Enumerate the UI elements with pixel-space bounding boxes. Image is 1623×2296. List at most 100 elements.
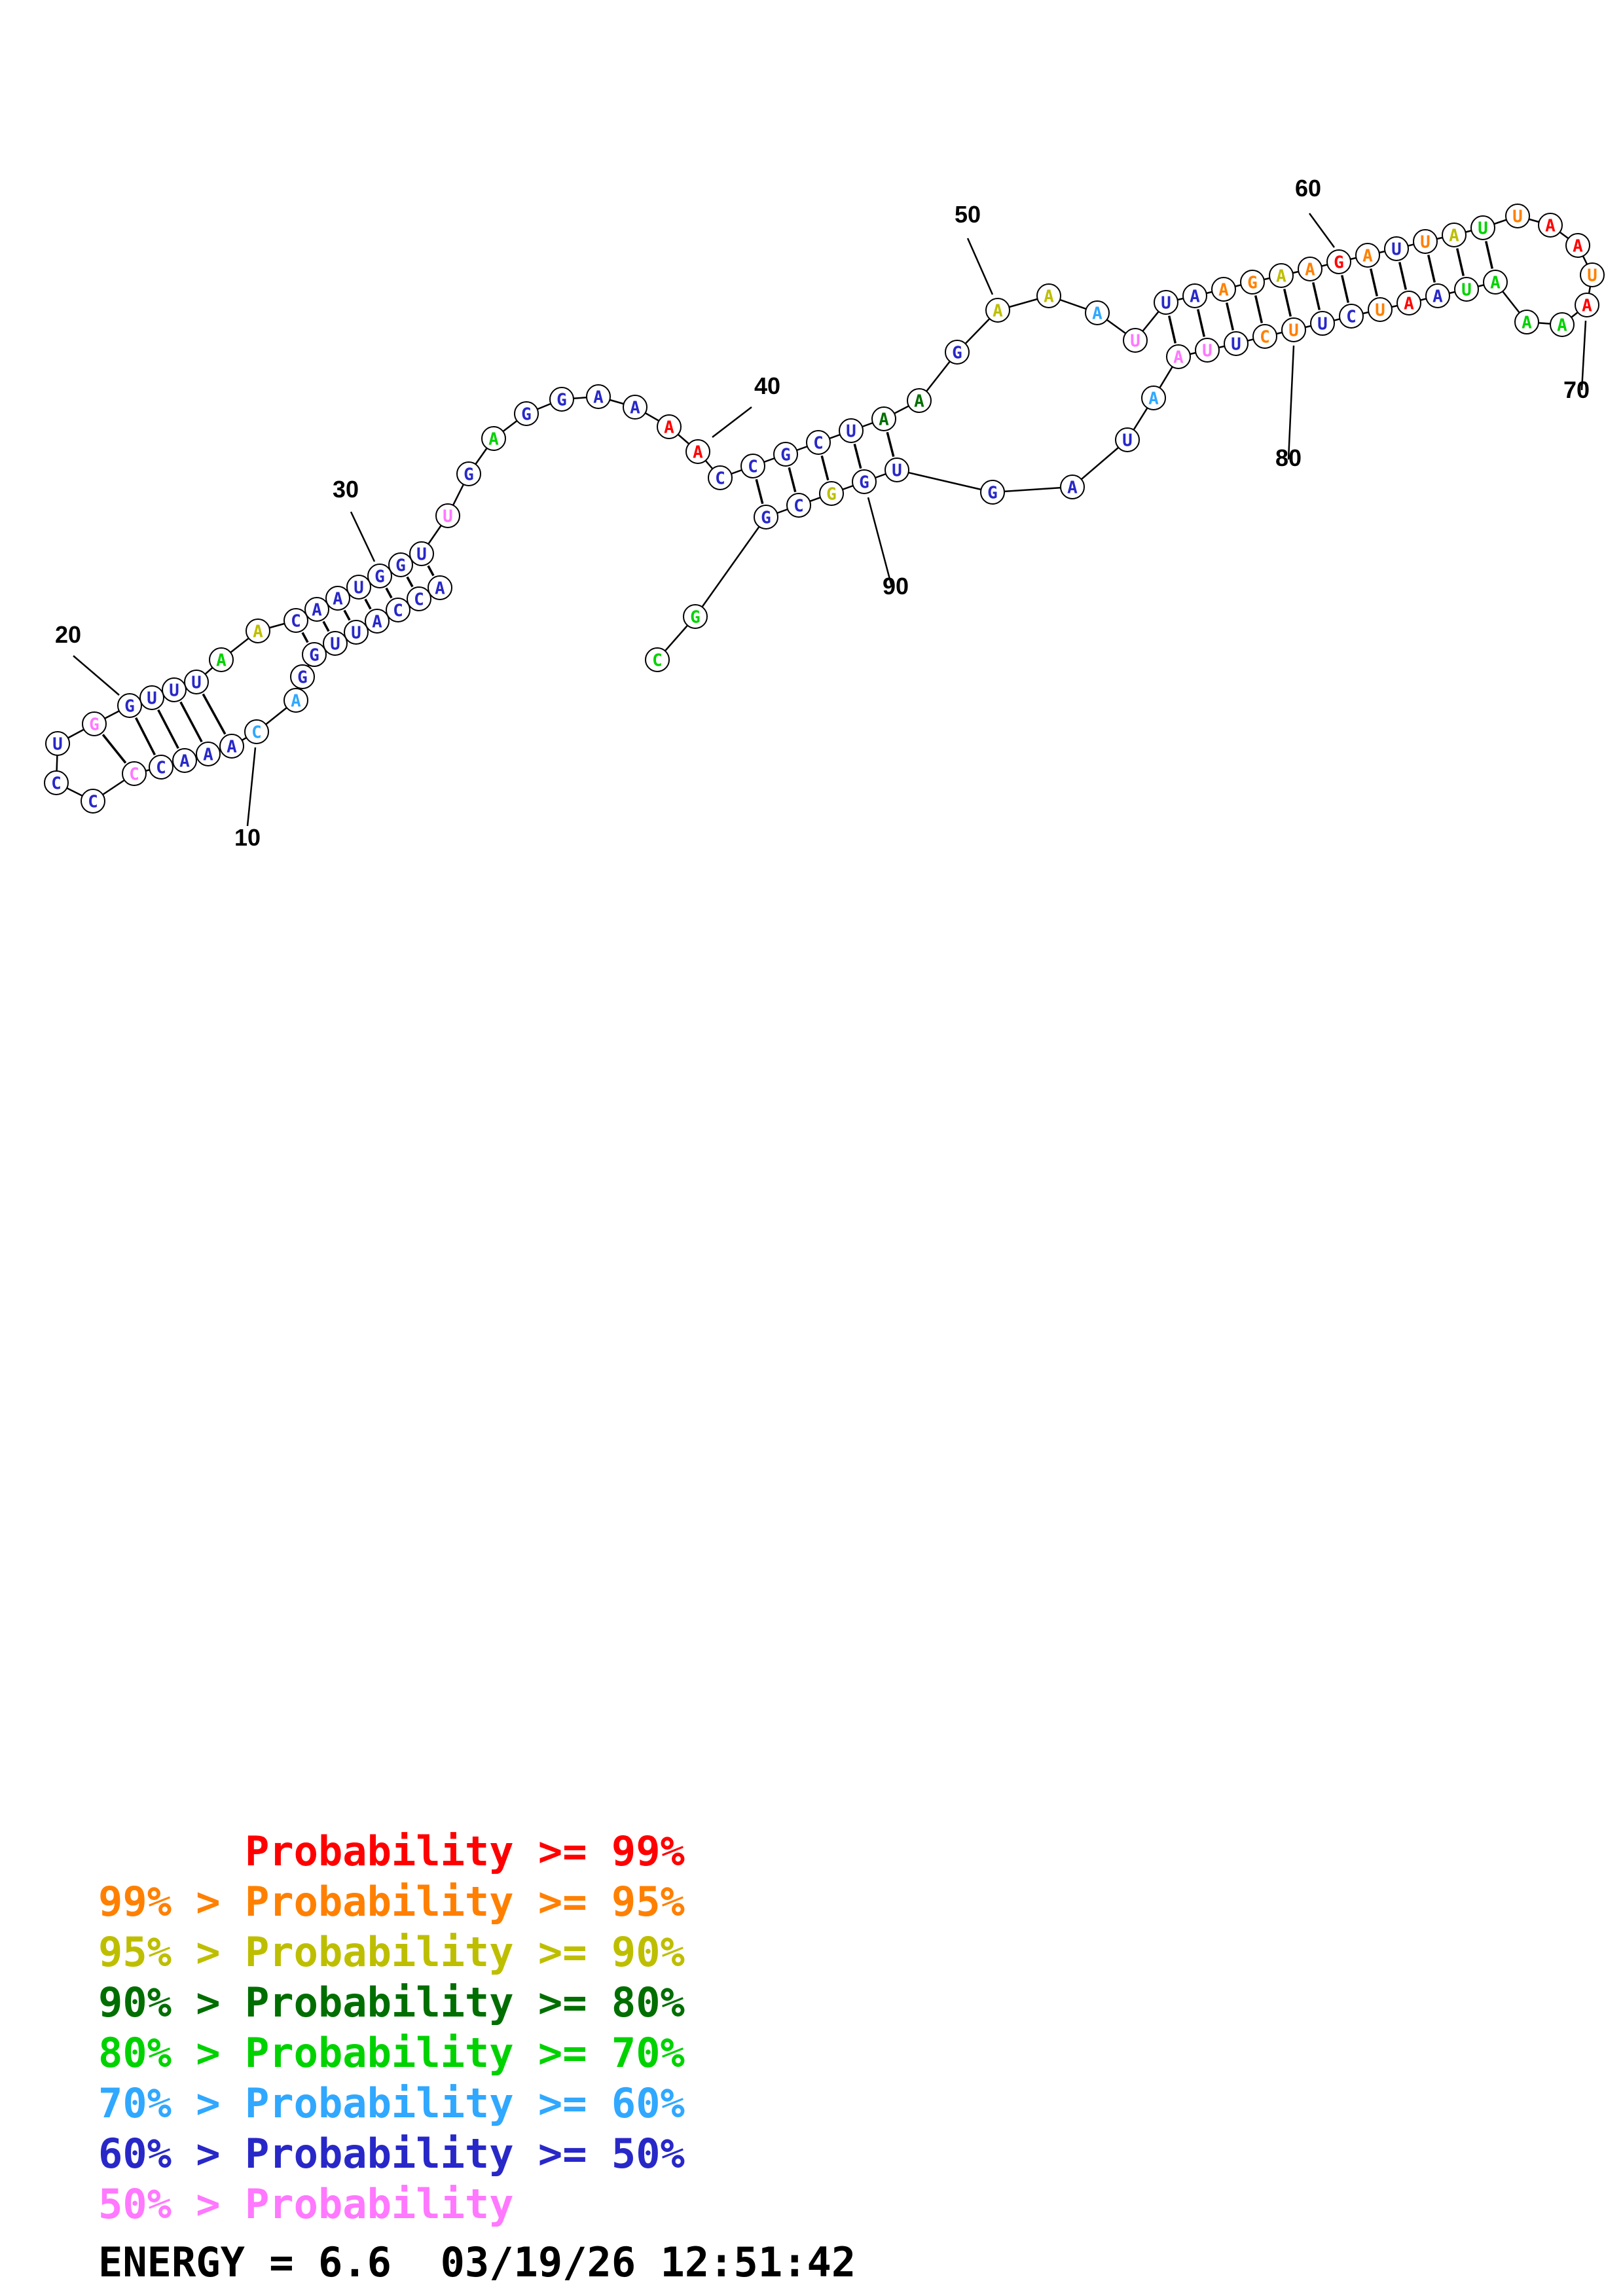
nucleotide-base: A — [488, 429, 499, 449]
nucleotide-base: G — [124, 696, 135, 716]
nucleotide-base: U — [351, 623, 361, 643]
nucleotide-circle — [884, 457, 909, 482]
nucleotide-circle — [1211, 277, 1236, 302]
nucleotide-base: A — [216, 651, 227, 670]
legend-line: Probability >= 99% — [98, 1827, 685, 1875]
nucleotide-circle — [852, 469, 877, 494]
nucleotide-base: A — [1490, 273, 1501, 293]
base-pair-line — [1196, 309, 1206, 337]
label-leader-line — [1580, 320, 1587, 391]
nucleotide-circle — [683, 604, 708, 629]
label-leader-line — [1287, 345, 1295, 460]
nucleotide-base: U — [1317, 314, 1328, 334]
nucleotide-circle — [1470, 215, 1495, 240]
nucleotide-circle — [82, 711, 107, 736]
nucleotide-base: A — [664, 418, 674, 437]
nucleotide-circle — [325, 586, 350, 611]
base-pair-line — [1484, 241, 1494, 269]
legend-line: 99% > Probability >= 95% — [98, 1878, 685, 1926]
nucleotide-circle — [1425, 283, 1450, 308]
nucleotide-base: C — [652, 651, 663, 670]
nucleotide-base: G — [521, 404, 532, 424]
nucleotide-circle — [1483, 270, 1508, 295]
nucleotide-base: U — [1587, 266, 1597, 285]
nucleotide-base: U — [1202, 341, 1213, 361]
nucleotide-circle — [209, 647, 234, 672]
nucleotide-circle — [409, 541, 434, 566]
nucleotide-circle — [1550, 312, 1575, 337]
energy-line: ENERGY = 6.6 03/19/26 12:51:42 — [98, 2238, 856, 2286]
nucleotide-circle — [1339, 304, 1364, 329]
nucleotide-circle — [586, 384, 611, 409]
base-pair-line — [1167, 315, 1177, 344]
nucleotide-circle — [346, 575, 371, 600]
nucleotide-circle — [657, 414, 682, 439]
nucleotide-base: C — [393, 601, 403, 620]
nucleotide-circle — [367, 564, 392, 588]
nucleotide-circle — [907, 388, 932, 413]
nucleotide-circle — [839, 418, 864, 443]
nucleotide-circle — [786, 493, 811, 518]
nucleotide-base: U — [1391, 240, 1402, 259]
base-pair-line — [1369, 268, 1379, 296]
nucleotide-base: U — [330, 634, 340, 654]
nucleotide-circle — [117, 693, 142, 718]
base-pair-line — [179, 701, 203, 743]
nucleotide-circle — [1310, 311, 1335, 336]
nucleotide-circle — [1166, 344, 1191, 369]
nucleotide-base: C — [793, 496, 804, 516]
base-pair-line — [385, 587, 393, 599]
nucleotide-base: A — [227, 737, 237, 757]
probability-legend: Probability >= 99% 99% > Probability >= 9… — [98, 1826, 685, 2229]
nucleotide-circle — [1454, 277, 1479, 302]
base-pair-line — [322, 620, 330, 632]
nucleotide-base: A — [1276, 266, 1286, 286]
nucleotide-circle — [44, 770, 69, 795]
nucleotide-base: A — [593, 387, 604, 407]
nucleotide-circle — [1252, 324, 1277, 349]
base-pair-line — [755, 478, 764, 505]
label-leader-line — [712, 406, 752, 438]
nucleotide-base: C — [715, 469, 725, 488]
nucleotide-base: A — [1557, 315, 1567, 335]
nucleotide-circle — [283, 608, 308, 633]
nucleotide-base: C — [1260, 327, 1270, 347]
nucleotide-circle — [1580, 262, 1605, 287]
position-label: 80 — [1275, 444, 1302, 471]
nucleotide-circle — [1565, 233, 1590, 258]
base-pair-line — [101, 734, 127, 764]
nucleotide-base: C — [414, 590, 424, 609]
nucleotide-circle — [549, 387, 574, 412]
nucleotide-circle — [407, 586, 431, 611]
nucleotide-circle — [1505, 204, 1530, 228]
nucleotide-base: G — [826, 484, 837, 504]
nucleotide-base: A — [435, 579, 445, 598]
base-pair-line — [788, 467, 797, 493]
nucleotide-circle — [685, 439, 710, 464]
nucleotide-base: C — [1346, 307, 1357, 327]
nucleotide-base: G — [89, 715, 100, 734]
nucleotide-base: A — [1545, 216, 1556, 236]
nucleotide-base: U — [1161, 293, 1171, 313]
base-pair-line — [1427, 255, 1436, 283]
base-pair-line — [1283, 289, 1292, 317]
legend-line: 90% > Probability >= 80% — [98, 1979, 685, 2026]
backbone-line — [896, 469, 993, 493]
legend-line: 70% > Probability >= 60% — [98, 2079, 685, 2127]
nucleotide-circle — [344, 620, 369, 645]
nucleotide-base: U — [1288, 321, 1299, 340]
nucleotide-base: U — [52, 734, 63, 754]
nucleotide-base: A — [253, 622, 263, 641]
nucleotide-circle — [754, 505, 778, 529]
nucleotide-base: A — [1404, 294, 1414, 314]
position-label: 90 — [883, 573, 909, 600]
nucleotide-circle — [708, 465, 733, 490]
position-label: 10 — [234, 824, 261, 851]
base-pair-line — [1398, 262, 1408, 290]
nucleotide-circle — [1575, 293, 1599, 317]
nucleotide-base: A — [879, 410, 889, 429]
nucleotide-circle — [1326, 249, 1351, 274]
nucleotide-circle — [304, 597, 329, 622]
